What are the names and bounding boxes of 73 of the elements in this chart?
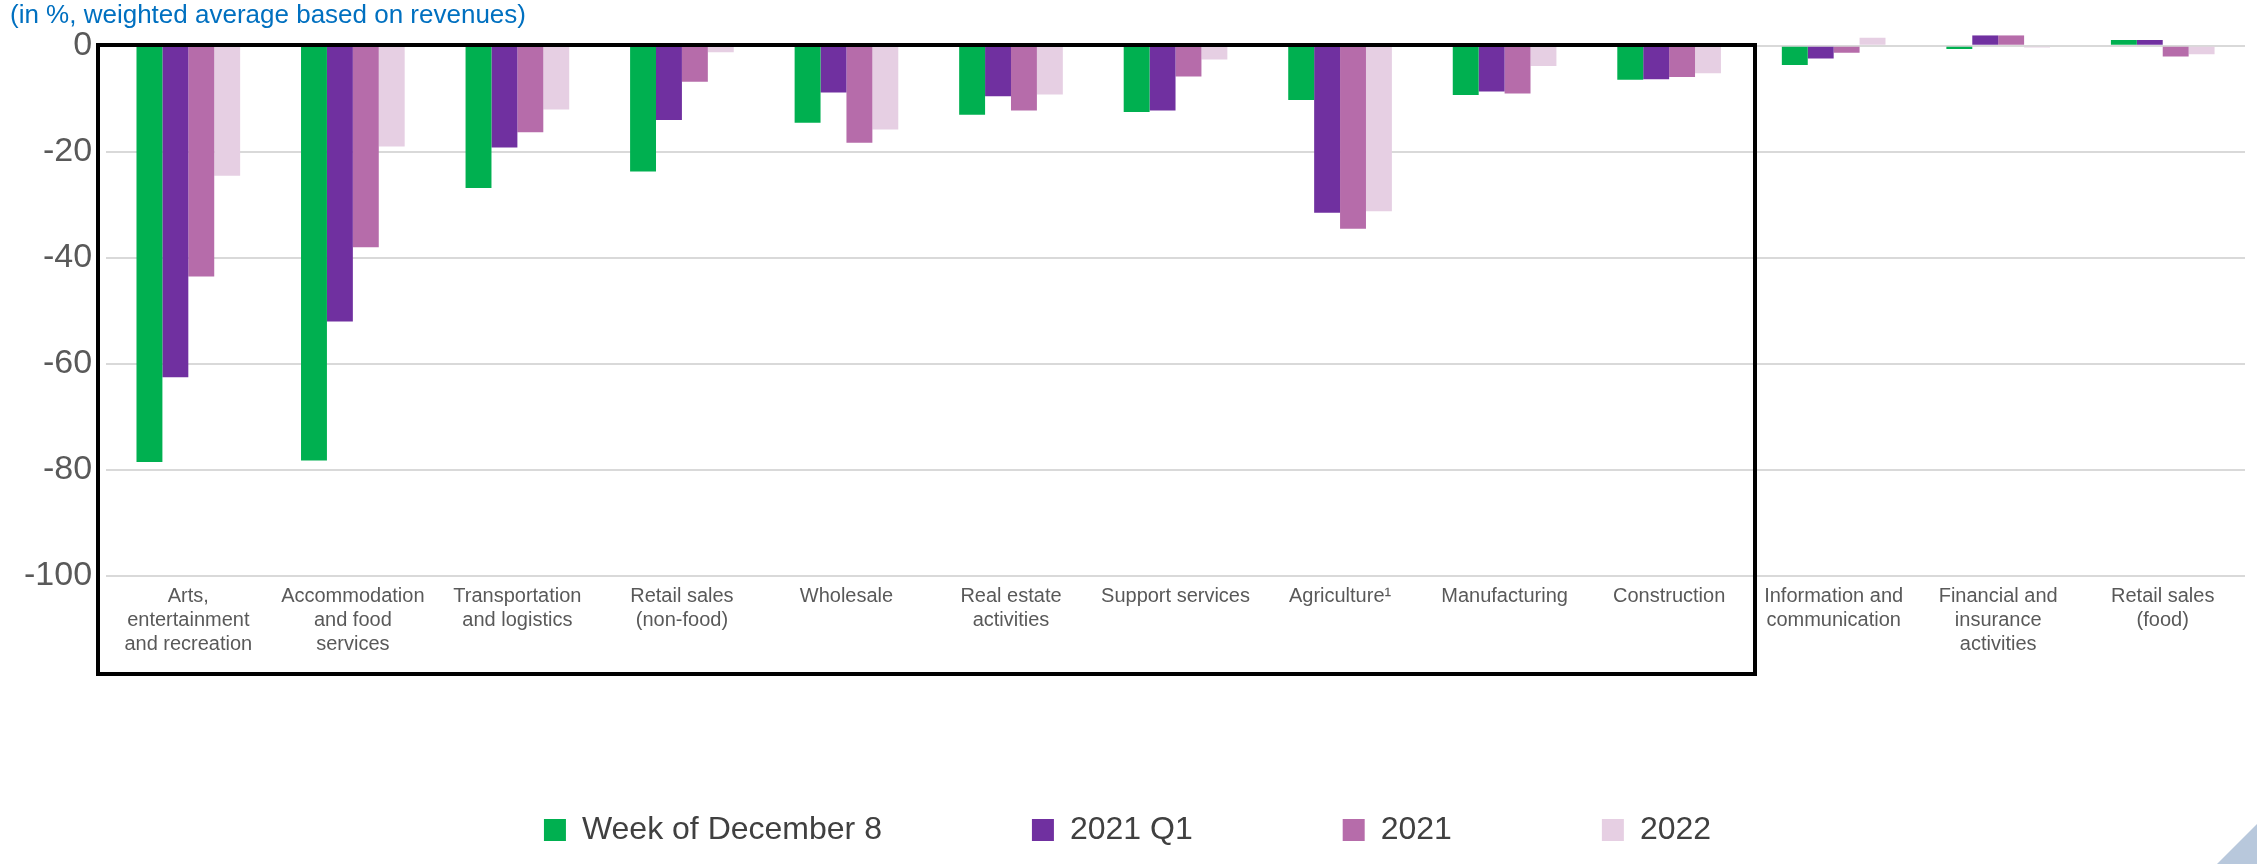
y-tick-label: -40	[42, 236, 93, 275]
bar	[1998, 35, 2025, 45]
bar	[1149, 46, 1176, 111]
bar	[985, 46, 1011, 97]
bar	[1859, 37, 1886, 45]
bar	[2110, 39, 2137, 45]
legend-label: Week of December 8	[581, 809, 882, 846]
bar	[2136, 39, 2163, 45]
x-tick-label: Accommodation and food services	[281, 583, 425, 654]
x-tick-label: Transportation and logistics	[453, 583, 582, 630]
bar	[1695, 46, 1721, 74]
y-tick-label: -100	[23, 554, 93, 593]
bar	[1946, 46, 1973, 49]
bar	[846, 46, 873, 143]
bar	[214, 46, 241, 176]
bar	[794, 46, 821, 123]
y-tick-label: -80	[42, 448, 93, 487]
x-tick-label: Construction	[1612, 583, 1726, 606]
bar	[1010, 46, 1037, 111]
legend-label: 2021	[1380, 809, 1452, 846]
bar	[1478, 46, 1505, 92]
bar	[2162, 46, 2189, 57]
bar	[1617, 46, 1644, 80]
x-tick-label: Retail sales (non-food)	[630, 583, 734, 630]
bar	[1201, 46, 1228, 60]
bar	[1314, 46, 1341, 213]
x-tick-label: Information and communication	[1764, 583, 1904, 630]
bar	[1036, 46, 1063, 95]
x-tick-label: Wholesale	[799, 583, 894, 606]
bar	[1504, 46, 1531, 94]
bar	[1781, 46, 1808, 65]
x-tick-label: Retail sales (food)	[2111, 583, 2215, 630]
bar	[1452, 46, 1479, 96]
bar	[820, 46, 847, 93]
x-tick-label: Arts, entertainment and recreation	[124, 583, 253, 654]
bar	[959, 46, 986, 115]
bar	[1340, 46, 1366, 229]
bar	[352, 46, 379, 248]
bar	[326, 46, 353, 322]
bar	[707, 46, 734, 53]
x-tick-label: Financial and insurance activities	[1938, 583, 2058, 654]
bar	[491, 46, 518, 148]
legend-label: 2022	[1639, 809, 1712, 846]
bar	[681, 46, 708, 82]
bar	[1643, 46, 1670, 80]
legend-label: 2021 Q1	[1069, 809, 1193, 846]
bar	[543, 46, 570, 110]
bar	[2188, 46, 2215, 55]
bar	[162, 46, 189, 378]
bar	[1669, 46, 1696, 78]
x-tick-label: Manufacturing	[1441, 583, 1568, 606]
bar	[630, 46, 657, 172]
bar	[872, 46, 899, 130]
x-tick-label: Agriculture¹	[1288, 583, 1392, 606]
bar	[378, 46, 405, 147]
bar	[517, 46, 544, 133]
bar	[1530, 46, 1557, 66]
bar	[1175, 46, 1202, 77]
bar	[465, 46, 492, 188]
bar	[301, 46, 327, 461]
y-tick-label: -60	[42, 342, 93, 381]
x-tick-label: Real estate activities	[960, 583, 1062, 630]
bar	[1972, 35, 1999, 45]
y-tick-label: -20	[42, 130, 93, 169]
bar	[1833, 46, 1860, 53]
bar	[1807, 46, 1834, 59]
bar	[656, 46, 682, 121]
x-tick-label: Support services	[1101, 583, 1251, 606]
bar	[1365, 46, 1392, 212]
bar	[1288, 46, 1315, 100]
bar	[188, 46, 215, 277]
bar	[1123, 46, 1150, 113]
bar	[136, 46, 163, 463]
